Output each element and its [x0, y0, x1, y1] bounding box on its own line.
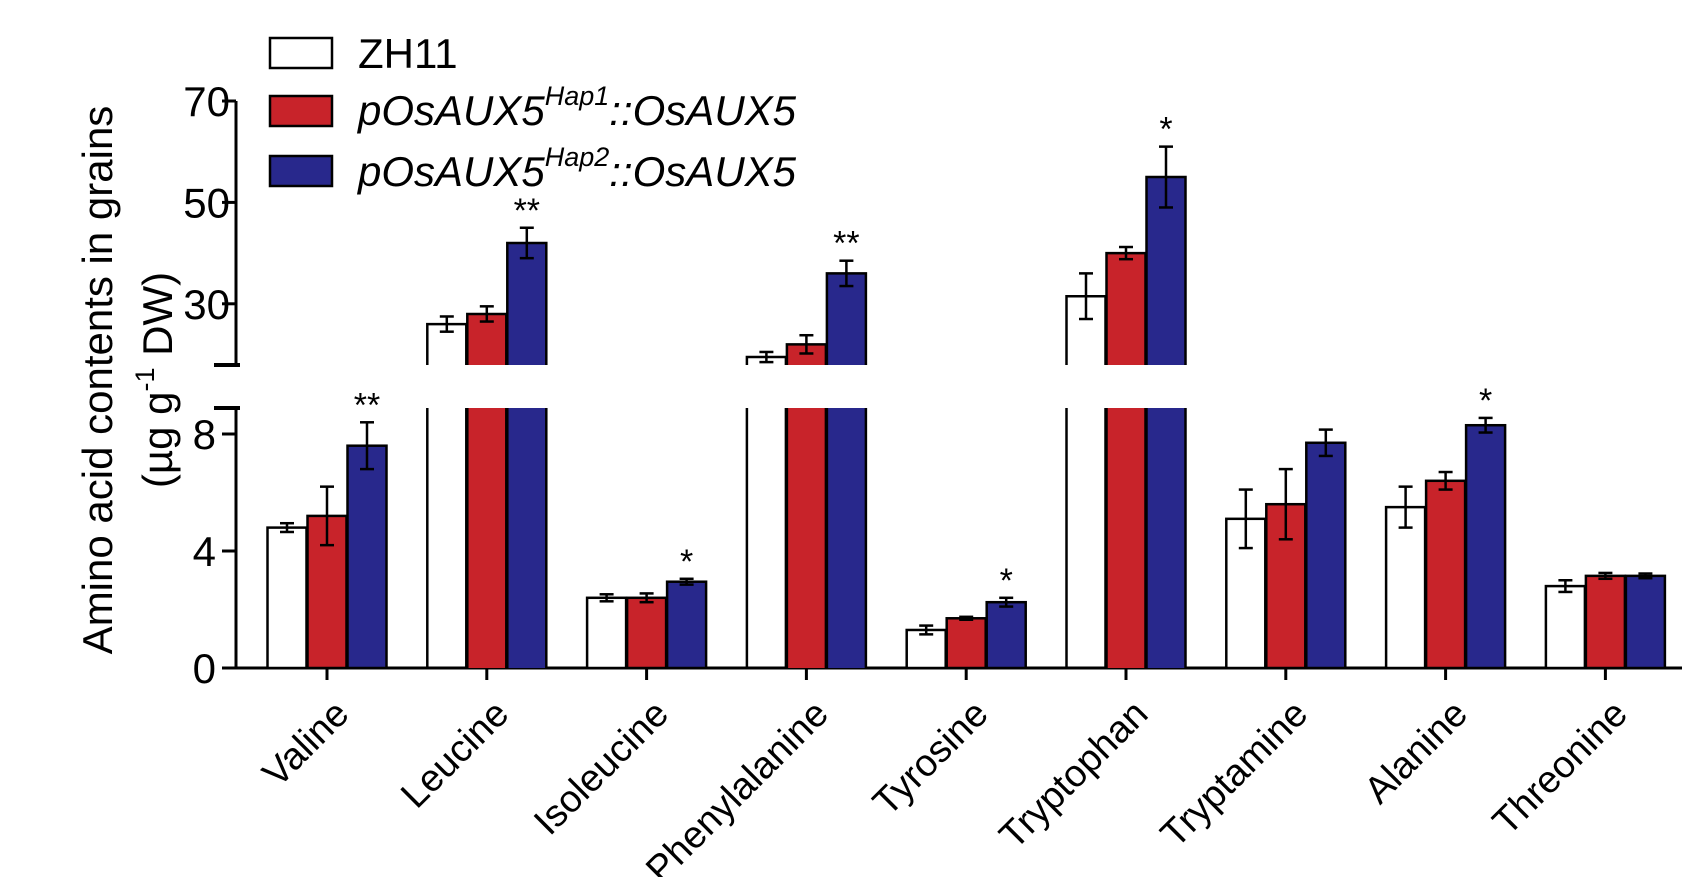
significance-label: ** [514, 192, 540, 230]
significance-label: ** [354, 386, 380, 424]
bar [1584, 574, 1627, 670]
bar [346, 444, 388, 670]
significance-label: * [1479, 382, 1492, 420]
legend-hap1-sup: Hap1 [545, 81, 610, 111]
bars: ********** [266, 111, 1667, 670]
bar-upper [826, 273, 866, 365]
bar-upper [507, 242, 547, 365]
category-label: Tyrosine [865, 693, 996, 824]
category-label: Tryptamine [1153, 693, 1316, 856]
legend-swatch-hap1 [268, 94, 334, 128]
y-tick-label-lower: 8 [193, 411, 216, 458]
y-tick-label-upper: 70 [183, 78, 230, 125]
category-label: Isoleucine [526, 693, 677, 844]
significance-label: * [1000, 562, 1013, 600]
bar [1544, 584, 1587, 670]
bar [625, 596, 668, 670]
bar-lower [826, 408, 866, 668]
legend-hap1-prefix: pOsAUX5 [356, 87, 545, 134]
bar [1305, 441, 1347, 670]
category-label: Leucine [393, 693, 517, 817]
y-axis-title-suffix: DW) [134, 272, 181, 368]
category-label: Tryptophan [992, 693, 1157, 858]
bar [1384, 505, 1427, 670]
bar [945, 617, 987, 670]
significance-label: * [1159, 111, 1172, 149]
bar-lower [467, 408, 507, 668]
bar-lower [507, 408, 547, 668]
y-axis-title-sup: -1 [130, 368, 160, 392]
y-tick-label-lower: 0 [193, 645, 216, 692]
y-tick-label-upper: 50 [183, 179, 230, 226]
y-axis-title-line2-group: (µg g-1 DW) [130, 272, 181, 488]
y-axis-title-line1: Amino acid contents in grains [74, 106, 121, 655]
legend-label-hap2: pOsAUX5Hap2::OsAUX5 [356, 142, 797, 195]
bar [266, 526, 308, 670]
bar [905, 628, 947, 670]
bar-lower [1146, 408, 1186, 668]
bar [1464, 423, 1507, 670]
significance-label: * [680, 543, 693, 581]
category-label: Threonine [1485, 693, 1636, 844]
legend-swatch-zh11 [268, 36, 334, 70]
bar [665, 580, 708, 670]
legend-hap2-sup: Hap2 [545, 142, 610, 172]
y-axis-title-line1-group: Amino acid contents in grains [74, 106, 121, 655]
y-axis-title-prefix: (µg g [134, 392, 181, 489]
legend-swatch-hap2 [268, 154, 334, 188]
legend-hap1-suffix: ::OsAUX5 [609, 87, 796, 134]
category-label: Valine [255, 693, 357, 795]
legend-hap2-suffix: ::OsAUX5 [609, 148, 796, 195]
legend-label-zh11: ZH11 [358, 30, 458, 77]
bar [985, 600, 1027, 670]
bar [1624, 574, 1667, 670]
significance-label: ** [833, 225, 859, 263]
bar [1424, 479, 1467, 670]
y-tick-label-lower: 4 [193, 528, 216, 575]
y-tick-label-upper: 30 [183, 281, 230, 328]
category-label: Alanine [1357, 693, 1476, 812]
legend-label-hap1: pOsAUX5Hap1::OsAUX5 [356, 81, 797, 134]
bar-lower [1106, 408, 1146, 668]
y-axis-title-line2: (µg g-1 DW) [130, 272, 181, 488]
bar-upper [1106, 253, 1146, 365]
legend: ZH11 pOsAUX5Hap1::OsAUX5 pOsAUX5Hap2::Os… [268, 30, 797, 195]
bar-lower [786, 408, 826, 668]
bar [585, 596, 628, 670]
legend-hap2-prefix: pOsAUX5 [356, 148, 545, 195]
